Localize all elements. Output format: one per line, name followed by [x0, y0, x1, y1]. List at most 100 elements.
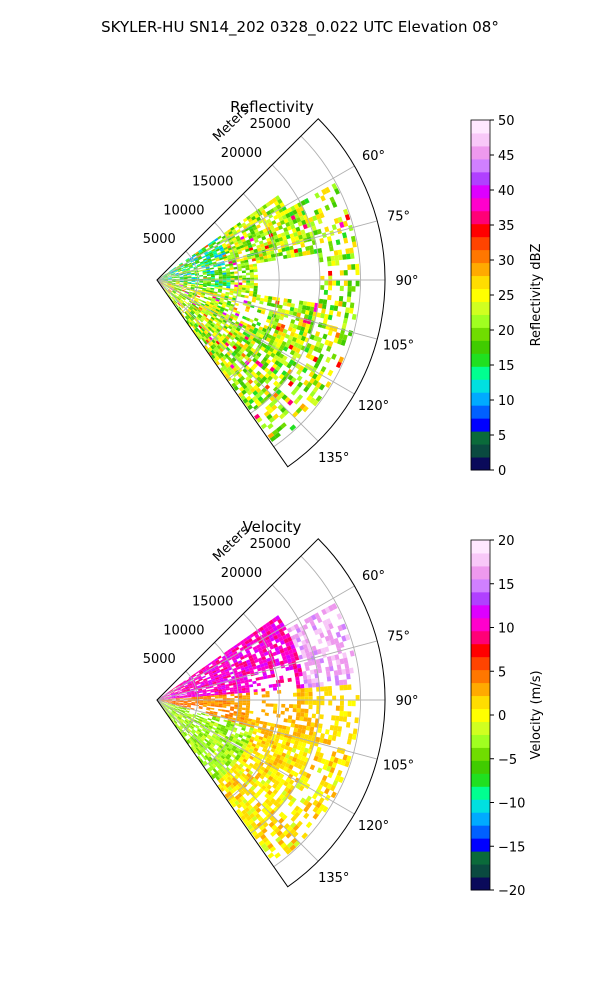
range-gate: [181, 687, 186, 690]
range-gate: [201, 246, 206, 251]
range-gate: [289, 249, 295, 255]
colorbar-segment: [471, 565, 490, 580]
range-gate: [197, 314, 202, 319]
range-gate: [192, 308, 197, 313]
range-gate: [241, 777, 247, 783]
range-gate: [175, 693, 179, 695]
range-gate: [252, 764, 258, 770]
range-gate: [259, 256, 264, 260]
range-gate: [185, 267, 190, 271]
range-gate: [313, 209, 320, 216]
range-gate: [160, 281, 164, 283]
range-gate: [199, 703, 204, 706]
range-gate: [188, 264, 193, 267]
range-gate: [338, 254, 343, 261]
range-gate: [276, 322, 282, 328]
range-gate: [265, 757, 271, 763]
range-gate: [297, 763, 303, 770]
range-gate: [244, 365, 251, 371]
range-gate: [243, 763, 249, 768]
range-gate: [257, 219, 263, 225]
range-gate: [191, 702, 196, 704]
range-gate: [264, 712, 269, 717]
range-gate: [226, 280, 231, 283]
range-gate: [167, 701, 172, 703]
range-gate: [249, 318, 254, 323]
range-gate: [187, 693, 192, 695]
range-gate: [272, 806, 279, 813]
range-gate: [301, 322, 307, 328]
range-gate: [199, 283, 204, 286]
range-gate: [175, 303, 179, 308]
range-gate: [183, 696, 188, 698]
range-gate: [204, 672, 209, 676]
range-gate: [219, 248, 225, 252]
range-gate: [252, 337, 258, 343]
range-gate: [308, 704, 313, 710]
range-gate: [263, 255, 268, 260]
range-gate: [234, 302, 239, 307]
range-gate: [287, 718, 292, 724]
range-gate: [168, 294, 172, 298]
range-gate: [224, 315, 230, 320]
range-gate: [269, 636, 275, 642]
range-gate: [214, 701, 219, 704]
range-gate: [187, 277, 192, 279]
range-gate: [324, 759, 330, 766]
range-gate: [293, 727, 299, 733]
range-gate: [243, 720, 248, 724]
range-gate: [176, 297, 181, 301]
range-gate: [207, 277, 212, 279]
range-gate: [253, 833, 261, 840]
range-gate: [259, 774, 265, 780]
range-gate: [206, 689, 211, 692]
range-gate: [228, 263, 234, 266]
range-gate: [275, 241, 281, 247]
range-gate: [183, 720, 188, 724]
range-gate: [170, 717, 174, 722]
range-gate: [342, 301, 347, 308]
range-gate: [212, 313, 217, 318]
range-gate: [301, 309, 306, 315]
range-gate: [326, 629, 333, 636]
range-gate: [242, 231, 247, 236]
range-gate: [229, 342, 235, 348]
range-gate: [166, 711, 170, 715]
range-gate: [281, 703, 286, 708]
range-gate: [228, 260, 233, 264]
range-gate: [241, 669, 246, 674]
range-gate: [234, 286, 239, 290]
range-gate: [228, 230, 233, 236]
range-gate: [247, 384, 253, 390]
range-gate: [185, 686, 190, 690]
range-gate: [278, 724, 283, 729]
range-gate: [178, 262, 183, 266]
range-gate: [183, 703, 188, 705]
range-gate: [189, 289, 194, 292]
range-gate: [253, 248, 258, 253]
range-gate: [280, 232, 286, 237]
range-gate: [264, 731, 269, 736]
range-gate: [237, 291, 242, 295]
range-gate: [189, 299, 194, 303]
range-gate: [257, 639, 263, 645]
range-gate: [298, 785, 305, 792]
range-gate: [232, 295, 237, 299]
range-gate: [196, 751, 201, 756]
range-gate: [255, 257, 260, 261]
range-gate: [272, 374, 279, 381]
colorbar-tick-label: 40: [498, 184, 515, 199]
range-gate: [204, 334, 209, 340]
range-gate: [265, 738, 271, 744]
range-gate: [341, 668, 347, 675]
range-gate: [323, 313, 329, 320]
range-gate: [274, 749, 280, 755]
range-gate: [238, 700, 243, 703]
range-gate: [184, 293, 189, 296]
range-gate: [177, 288, 182, 291]
range-gate: [168, 280, 172, 282]
range-gate: [187, 295, 192, 298]
range-gate: [195, 680, 200, 683]
range-gate: [230, 646, 235, 651]
range-ring: [273, 555, 361, 868]
